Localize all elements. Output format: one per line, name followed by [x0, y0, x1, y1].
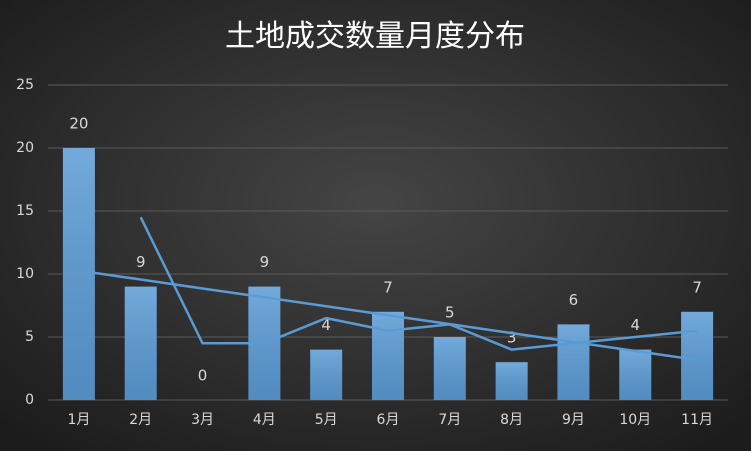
- y-tick-label: 15: [16, 203, 34, 219]
- data-label: 6: [569, 291, 579, 309]
- y-tick-label: 0: [25, 392, 34, 408]
- y-tick-label: 10: [16, 266, 34, 282]
- x-tick-label: 2月: [129, 412, 152, 428]
- x-tick-label: 1月: [67, 412, 90, 428]
- bar-shade: [62, 148, 95, 400]
- trend-line: [139, 216, 698, 351]
- data-label: 9: [136, 253, 146, 271]
- data-label: 9: [260, 253, 270, 271]
- x-tick-label: 5月: [315, 412, 338, 428]
- x-tick-label: 11月: [681, 412, 713, 428]
- data-label: 20: [69, 115, 88, 133]
- bar-shade: [124, 286, 157, 400]
- bar-shade: [495, 362, 528, 400]
- x-tick-label: 7月: [438, 412, 461, 428]
- bar-shade: [619, 349, 652, 400]
- bar-shade: [372, 311, 404, 400]
- x-tick-label: 9月: [562, 412, 585, 428]
- x-tick-label: 3月: [191, 412, 214, 428]
- bar-shade: [681, 311, 714, 400]
- x-tick-label: 6月: [377, 412, 400, 428]
- chart-title: 土地成交数量月度分布: [225, 19, 525, 54]
- bar-shade: [310, 349, 343, 400]
- data-label: 4: [321, 316, 331, 334]
- bar-shade: [433, 337, 466, 400]
- data-label: 4: [630, 316, 640, 334]
- data-label: 5: [445, 304, 455, 322]
- x-tick-label: 8月: [500, 412, 523, 428]
- data-label: 7: [692, 278, 702, 296]
- x-tick-label: 4月: [253, 412, 276, 428]
- trend-line: [78, 269, 698, 362]
- y-tick-label: 20: [16, 140, 34, 156]
- y-tick-label: 25: [16, 77, 34, 93]
- data-label: 0: [198, 367, 208, 385]
- data-label: 3: [507, 329, 517, 347]
- y-tick-label: 5: [25, 329, 34, 345]
- bar-shade: [557, 324, 590, 400]
- data-label: 7: [383, 278, 393, 296]
- x-tick-label: 10月: [619, 412, 651, 428]
